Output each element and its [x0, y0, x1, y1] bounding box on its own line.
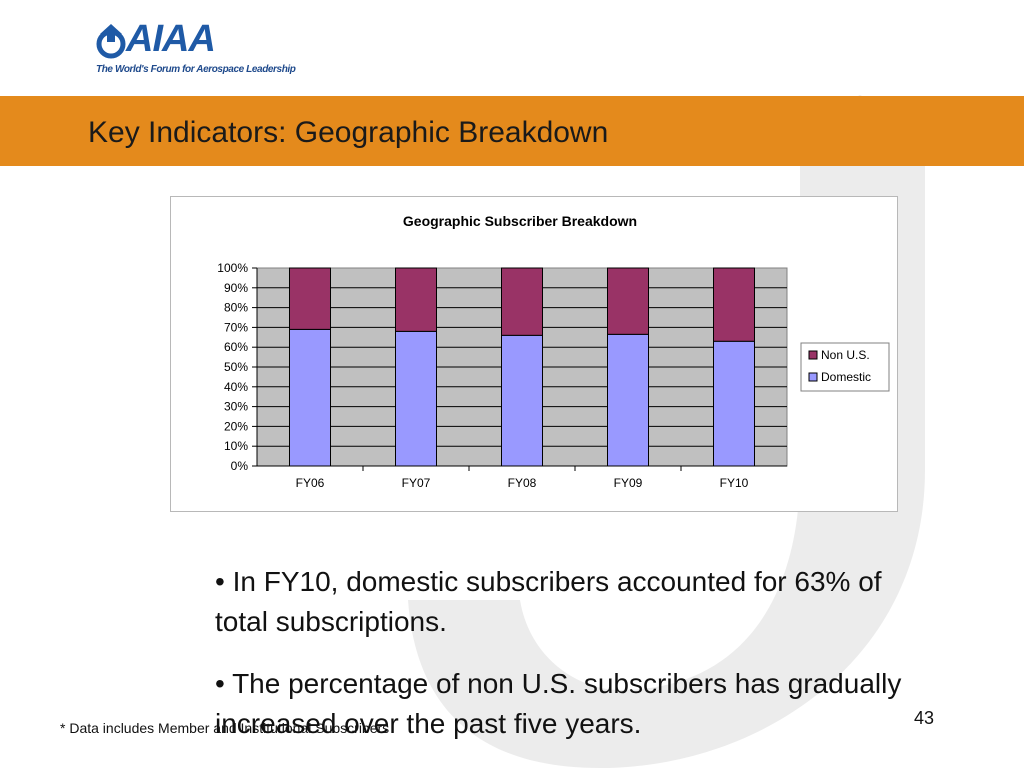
y-tick-label: 70%: [224, 320, 248, 334]
chart-area: Geographic Subscriber Breakdown 0% 10% 20%…: [170, 196, 898, 512]
bullet-non-us-trend: • The percentage of non U.S. subscribers…: [215, 668, 902, 739]
x-tick-label: FY09: [614, 476, 643, 490]
bar-domestic-fy08: [501, 334, 543, 467]
y-tick-label: 20%: [224, 419, 248, 433]
chart-title: Geographic Subscriber Breakdown: [403, 213, 637, 229]
page-number: 43: [914, 708, 935, 728]
x-tick-label: FY07: [402, 476, 431, 490]
y-tick-label: 60%: [224, 340, 248, 354]
bar-domestic-fy06: [289, 328, 331, 467]
bars: [289, 267, 755, 467]
legend-swatch: [808, 350, 818, 360]
legend: Non U.S. Domestic: [800, 342, 890, 392]
y-tick-label: 50%: [224, 360, 248, 374]
bar-domestic-fy10: [713, 340, 755, 467]
bar-non-u-s-fy09: [607, 267, 649, 335]
y-tick-label: 100%: [217, 261, 248, 275]
y-tick-label: 0%: [231, 459, 249, 473]
bar-non-u-s-fy06: [289, 267, 331, 330]
logo-tagline: The World's Forum for Aerospace Leadersh…: [96, 64, 296, 75]
legend-swatch: [808, 372, 818, 382]
y-tick-label: 80%: [224, 301, 248, 315]
bar-non-u-s-fy07: [395, 267, 437, 332]
aiaa-logo: AIAA The World's Forum for Aerospace Lea…: [96, 18, 296, 80]
stacked-bar-chart: Geographic Subscriber Breakdown 0% 10% 20%…: [217, 213, 890, 490]
y-tick-label: 10%: [224, 439, 248, 453]
y-tick-label: 90%: [224, 281, 248, 295]
logo-emblem-icon: [96, 24, 126, 59]
y-tick-label: 30%: [224, 400, 248, 414]
bar-non-u-s-fy08: [501, 267, 543, 336]
x-tick-label: FY06: [296, 476, 325, 490]
title-band: [0, 96, 1024, 166]
bar-domestic-fy09: [607, 333, 649, 467]
legend-label: Domestic: [821, 370, 871, 384]
x-tick-label: FY08: [508, 476, 537, 490]
bullet-domestic-share: • In FY10, domestic subscribers accounte…: [215, 566, 882, 637]
bar-domestic-fy07: [395, 330, 437, 467]
bar-non-u-s-fy10: [713, 267, 755, 342]
slide-title: Key Indicators: Geographic Breakdown: [88, 116, 609, 149]
axes: 0% 10% 20% 30% 40% 50% 60% 70% 80% 90% 100% FY06 FY0…: [217, 261, 787, 490]
legend-label: Non U.S.: [821, 348, 870, 362]
footnote: * Data includes Member and Institutional…: [60, 720, 390, 736]
y-tick-label: 40%: [224, 380, 248, 394]
logo-wordmark: AIAA: [126, 18, 216, 60]
x-tick-label: FY10: [720, 476, 749, 490]
